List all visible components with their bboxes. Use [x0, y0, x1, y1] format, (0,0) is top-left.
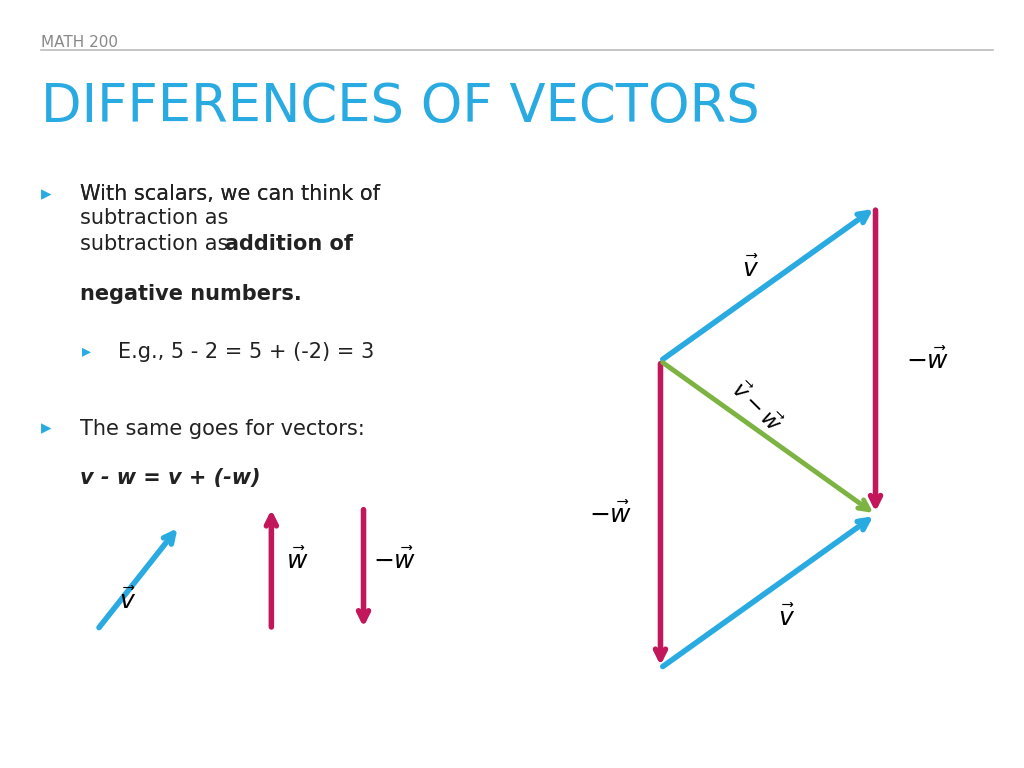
Text: E.g., 5 - 2 = 5 + (-2) = 3: E.g., 5 - 2 = 5 + (-2) = 3 — [118, 342, 374, 362]
Text: $\vec{v}$: $\vec{v}$ — [120, 588, 136, 614]
Text: With scalars, we can think of
subtraction as: With scalars, we can think of subtractio… — [80, 184, 380, 227]
Text: subtraction as: subtraction as — [80, 234, 234, 254]
Text: With scalars, we can think of: With scalars, we can think of — [80, 184, 380, 204]
Text: negative numbers.: negative numbers. — [80, 284, 302, 304]
Text: $-\vec{w}$: $-\vec{w}$ — [373, 548, 416, 574]
Text: $\vec{v} - \vec{w}$: $\vec{v} - \vec{w}$ — [727, 377, 786, 437]
Text: MATH 200: MATH 200 — [41, 35, 118, 50]
Text: v - w = v + (-w): v - w = v + (-w) — [80, 468, 260, 488]
Text: ▸: ▸ — [82, 342, 91, 359]
Text: The same goes for vectors:: The same goes for vectors: — [80, 419, 365, 439]
Text: $-\vec{w}$: $-\vec{w}$ — [589, 502, 632, 528]
Text: ▸: ▸ — [41, 419, 51, 439]
Text: DIFFERENCES OF VECTORS: DIFFERENCES OF VECTORS — [41, 81, 760, 133]
Text: $\vec{w}$: $\vec{w}$ — [286, 548, 308, 574]
Text: addition of: addition of — [225, 234, 353, 254]
Text: $\vec{v}$: $\vec{v}$ — [742, 256, 760, 282]
Text: $\vec{v}$: $\vec{v}$ — [778, 605, 796, 631]
Text: $-\vec{w}$: $-\vec{w}$ — [906, 348, 949, 374]
Text: ▸: ▸ — [41, 184, 51, 204]
Text: With scalars, we can think of
subtraction as: With scalars, we can think of subtractio… — [80, 184, 380, 227]
